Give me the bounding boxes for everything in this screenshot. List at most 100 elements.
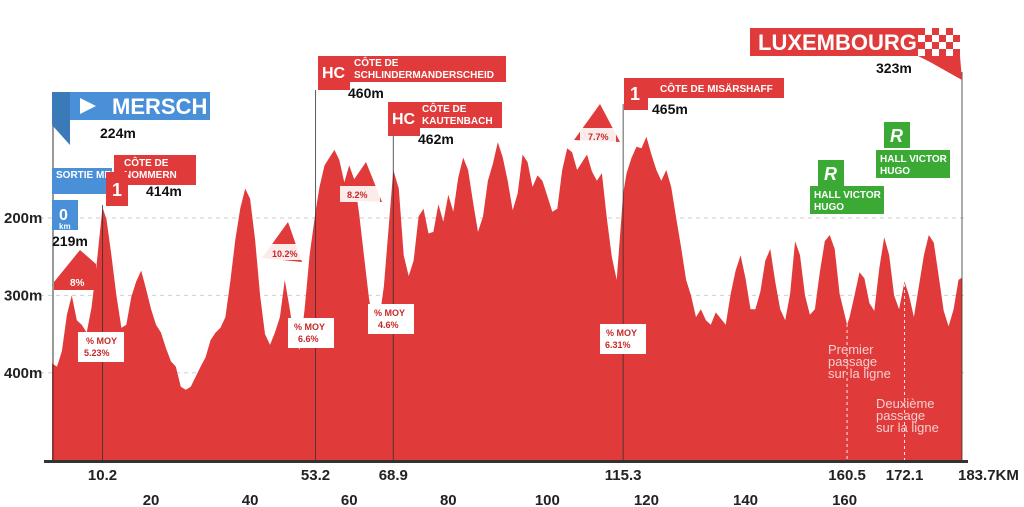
climb-category: 1 <box>630 84 640 104</box>
climb-name-1: CÔTE DE <box>422 102 467 115</box>
y-axis: 200m 300m 400m <box>4 210 42 382</box>
gradient-max: 10.2% <box>272 249 298 259</box>
gradient-max-flag: 7.7% <box>574 104 620 144</box>
sprint-letter: R <box>824 164 837 184</box>
x-tick-label: 140 <box>733 492 758 507</box>
elevation-profile-area <box>52 136 962 460</box>
climb-altitude: 465m <box>652 101 688 117</box>
x-poi-label: 10.2 <box>88 467 117 484</box>
km0-unit: km <box>59 222 71 231</box>
x-poi-label: 53.2 <box>301 467 330 484</box>
climb-altitude: 460m <box>348 85 384 101</box>
x-axis: 20 40 60 80 100 120 140 160 10.2 53.2 68.9 115.3 160… <box>44 460 1019 507</box>
x-tick-label: 100 <box>535 492 560 507</box>
passage-line-1: Premier <box>828 342 874 357</box>
finish-banner-tail <box>918 56 962 80</box>
climb-label-bg <box>418 102 502 128</box>
climb-schlindermanderscheid: CÔTE DE SCHLINDERMANDERSCHEID HC 460m <box>318 56 506 101</box>
y-tick-label: 200m <box>4 210 42 227</box>
finish-banner-bg <box>750 28 918 56</box>
climb-category: HC <box>392 111 416 128</box>
sprint-label-bg <box>810 186 884 214</box>
finish-altitude: 323m <box>876 60 912 76</box>
start-banner: MERSCH 224m <box>52 92 210 145</box>
checker-square <box>925 28 932 35</box>
climb-misarshaff: CÔTE DE MISÄRSHAFF 1 465m <box>624 78 784 117</box>
passage-note-2: Deuxième passage sur la ligne <box>876 396 939 435</box>
climb-cat-badge <box>388 102 420 136</box>
gradient-avg-value: 5.23% <box>84 348 110 358</box>
x-tick-label: 20 <box>143 492 160 507</box>
climb-altitude: 414m <box>146 183 182 199</box>
climb-name-1: CÔTE DE <box>354 56 399 69</box>
passage-line-3: sur la ligne <box>828 366 891 381</box>
checker-square <box>939 49 946 56</box>
x-tick-label: 80 <box>440 492 457 507</box>
climb-category: HC <box>322 65 346 82</box>
sprint-2: R HALL VICTOR HUGO <box>876 122 950 178</box>
passage-line-2: passage <box>828 354 877 369</box>
checker-square <box>932 49 939 56</box>
climb-altitude: 462m <box>418 131 454 147</box>
x-poi-label: 160.5 <box>828 467 866 484</box>
checker-square <box>939 42 946 49</box>
sprint-line-2: HUGO <box>880 166 910 177</box>
checker-square <box>953 49 960 56</box>
gradient-avg-value: 6.31% <box>605 340 631 350</box>
finish-name: LUXEMBOURG <box>758 30 917 55</box>
start-name: MERSCH <box>112 94 207 119</box>
sprint-label-bg <box>876 150 950 178</box>
x-poi-label: 68.9 <box>379 467 408 484</box>
km0-label-bg <box>52 168 112 194</box>
checkered-flag-icon <box>918 28 962 80</box>
gradient-max-flag: 8.2% <box>340 162 382 202</box>
passage-line-2: passage <box>876 408 925 423</box>
sprint-badge <box>884 122 910 148</box>
x-tick-label: 120 <box>634 492 659 507</box>
gradient-avg-value: 4.6% <box>378 320 399 330</box>
climb-cat-badge <box>624 78 648 110</box>
x-tick-label: 160 <box>832 492 857 507</box>
sprint-line-1: HALL VICTOR <box>880 154 948 165</box>
gradient-max-flag: 10.2% <box>262 222 306 262</box>
checker-square <box>932 28 939 35</box>
gradient-avg-box: % MOY 6.6% <box>288 318 334 348</box>
checker-square <box>946 42 953 49</box>
gradient-avg-label: % MOY <box>606 328 637 338</box>
gradient-max-bg <box>340 186 380 202</box>
sprint-line-1: HALL VICTOR <box>814 190 882 201</box>
climb-category: 1 <box>112 180 122 200</box>
finish-banner: LUXEMBOURG 323m <box>750 28 962 80</box>
sprint-badge <box>818 160 844 186</box>
climb-name-2: NOMMERN <box>124 170 177 181</box>
checker-square <box>939 28 946 35</box>
gradient-avg-box: % MOY 6.31% <box>600 324 646 354</box>
gradient-max: 7.7% <box>588 132 609 142</box>
km0-altitude: 219m <box>52 233 88 249</box>
checker-square <box>925 42 932 49</box>
sprint-letter: R <box>890 126 903 146</box>
x-poi-label: 183.7KM <box>958 467 1019 484</box>
climb-name-1: CÔTE DE <box>124 156 169 169</box>
gradient-avg-bg <box>78 332 124 362</box>
km0-value: 0 <box>59 207 68 224</box>
gradient-max-flag: 8% <box>54 250 96 290</box>
gradient-flag-shape <box>54 250 96 290</box>
climb-cat-badge <box>106 172 128 206</box>
climb-name-2: KAUTENBACH <box>422 116 493 127</box>
passage-note-1: Premier passage sur la ligne <box>828 342 891 381</box>
sprint-line-2: HUGO <box>814 202 844 213</box>
climb-nommern: CÔTE DE NOMMERN 1 414m <box>106 155 196 206</box>
climb-cat-badge <box>318 56 350 90</box>
gradient-avg-label: % MOY <box>86 336 117 346</box>
start-banner-fold <box>52 92 70 145</box>
x-poi-label: 172.1 <box>886 467 924 484</box>
checker-square <box>953 35 960 42</box>
checker-square <box>946 35 953 42</box>
gradient-max: 8.2% <box>347 190 368 200</box>
gradient-avg-label: % MOY <box>374 308 405 318</box>
checker-square <box>918 42 925 49</box>
climb-name-1: CÔTE DE MISÄRSHAFF <box>660 82 773 95</box>
checker-square <box>932 35 939 42</box>
